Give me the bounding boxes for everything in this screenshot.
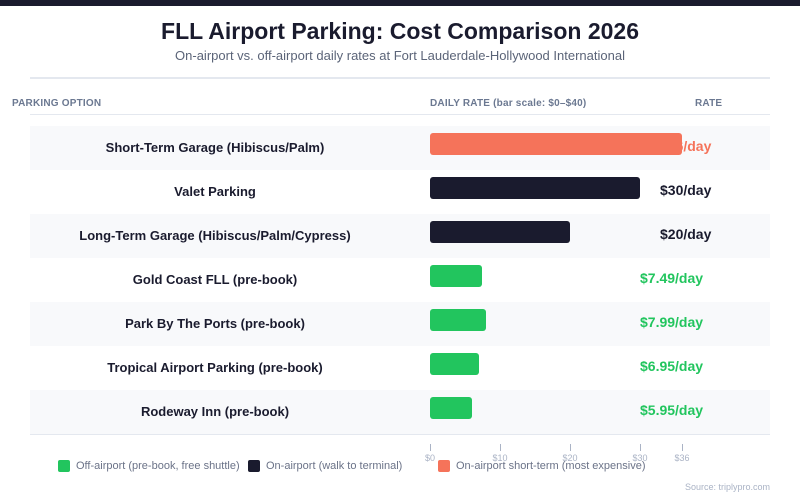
legend-swatch bbox=[58, 460, 70, 472]
divider bbox=[30, 77, 770, 79]
chart-row: Rodeway Inn (pre-book) $5.95/day bbox=[30, 390, 770, 434]
rate-label: $20/day bbox=[660, 226, 712, 242]
legend-item: Off-airport (pre-book, free shuttle) bbox=[58, 460, 240, 472]
bar bbox=[430, 309, 486, 331]
rate-label: $7.49/day bbox=[640, 270, 704, 286]
category-label: Gold Coast FLL (pre-book) bbox=[132, 272, 298, 287]
chart-row: Short-Term Garage (Hibiscus/Palm) $36/day bbox=[30, 126, 770, 170]
category-label: Long-Term Garage (Hibiscus/Palm/Cypress) bbox=[79, 228, 351, 243]
chart-row: Gold Coast FLL (pre-book) $7.49/day bbox=[30, 258, 770, 302]
chart-row: Valet Parking $30/day bbox=[30, 170, 770, 214]
x-tick-label: $10 bbox=[492, 453, 508, 463]
category-label: Short-Term Garage (Hibiscus/Palm) bbox=[105, 140, 325, 155]
x-tick-label: $20 bbox=[562, 453, 578, 463]
source-note: Source: triplypro.com bbox=[684, 482, 770, 492]
bottom-divider bbox=[30, 434, 770, 435]
category-label: Tropical Airport Parking (pre-book) bbox=[107, 360, 323, 375]
legend-item: On-airport (walk to terminal) bbox=[248, 460, 402, 472]
column-header-daily-rate: DAILY RATE (bar scale: $0–$40) bbox=[430, 98, 587, 109]
category-label: Rodeway Inn (pre-book) bbox=[140, 404, 290, 419]
chart-row: Long-Term Garage (Hibiscus/Palm/Cypress)… bbox=[30, 214, 770, 258]
bar bbox=[430, 133, 682, 155]
x-tick bbox=[570, 444, 571, 451]
chart-title: FLL Airport Parking: Cost Comparison 202… bbox=[161, 18, 639, 44]
column-header-rate: RATE bbox=[695, 98, 723, 109]
rate-label: $30/day bbox=[660, 182, 712, 198]
x-tick bbox=[500, 444, 501, 451]
legend-swatch bbox=[438, 460, 450, 472]
rate-label: $7.99/day bbox=[640, 314, 704, 330]
x-tick bbox=[640, 444, 641, 451]
bar bbox=[430, 353, 479, 375]
category-label: Valet Parking bbox=[174, 184, 256, 199]
column-header-option: PARKING OPTION bbox=[12, 98, 102, 109]
header-divider bbox=[30, 114, 770, 115]
legend-swatch bbox=[248, 460, 260, 472]
chart-row: Park By The Ports (pre-book) $7.99/day bbox=[30, 302, 770, 346]
chart-row: Tropical Airport Parking (pre-book) $6.95… bbox=[30, 346, 770, 390]
bar bbox=[430, 221, 570, 243]
legend-item: On-airport short-term (most expensive) bbox=[438, 460, 646, 472]
legend-label: On-airport (walk to terminal) bbox=[266, 460, 403, 472]
category-label: Park By The Ports (pre-book) bbox=[125, 316, 305, 331]
rate-label: $6.95/day bbox=[640, 358, 704, 374]
top-accent-bar bbox=[0, 0, 800, 6]
bar bbox=[430, 177, 640, 199]
x-tick-label: $36 bbox=[674, 453, 690, 463]
x-tick-label: $30 bbox=[632, 453, 648, 463]
x-tick bbox=[682, 444, 683, 451]
rate-label: $5.95/day bbox=[640, 402, 704, 418]
x-tick bbox=[430, 444, 431, 451]
legend-label: On-airport short-term (most expensive) bbox=[456, 460, 646, 472]
chart-subtitle: On-airport vs. off-airport daily rates a… bbox=[175, 48, 625, 63]
bar bbox=[430, 397, 472, 419]
legend-label: Off-airport (pre-book, free shuttle) bbox=[76, 460, 240, 472]
bar bbox=[430, 265, 483, 287]
x-tick-label: $0 bbox=[424, 453, 436, 463]
